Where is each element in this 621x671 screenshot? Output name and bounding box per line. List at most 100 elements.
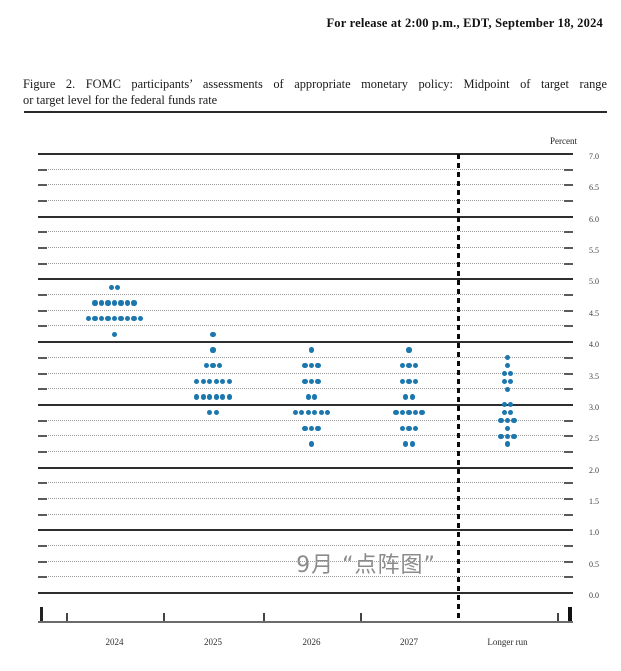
- projection-dot: [501, 378, 507, 384]
- gridline-endcap: [564, 247, 573, 250]
- projection-dot: [315, 425, 321, 431]
- projection-dot: [111, 300, 118, 306]
- projection-dot: [111, 316, 118, 322]
- projection-dot: [406, 378, 412, 384]
- projection-dot: [412, 425, 419, 431]
- gridline-endcap: [38, 513, 47, 516]
- projection-dot: [213, 378, 219, 384]
- gridline-endcap: [564, 309, 573, 312]
- x-axis-label-2025: 2025: [204, 637, 222, 647]
- gridline-endcap: [564, 435, 573, 438]
- gridline-endcap: [564, 419, 573, 422]
- y-axis-label: 5.0: [589, 277, 599, 287]
- watermark-text: 9月 “点阵图”: [296, 553, 436, 578]
- gridline-endcap: [564, 497, 573, 500]
- projection-dot: [302, 425, 308, 431]
- gridline-solid: [38, 341, 573, 344]
- projection-dot: [403, 394, 409, 400]
- gridline-endcap: [38, 560, 47, 563]
- projection-dot: [210, 363, 216, 369]
- projection-dot: [504, 433, 511, 439]
- projection-dot: [312, 394, 318, 400]
- projection-dot: [200, 394, 206, 400]
- gridline-endcap: [564, 356, 573, 359]
- projection-dot: [207, 378, 213, 384]
- projection-dot: [92, 300, 98, 306]
- projection-dot: [508, 378, 514, 384]
- projection-dot: [399, 363, 406, 369]
- projection-dot: [203, 363, 210, 369]
- projection-dot: [118, 300, 124, 306]
- y-axis-label: 3.5: [589, 371, 599, 381]
- gridline-endcap: [38, 372, 47, 375]
- y-axis-label: 3.0: [589, 402, 599, 412]
- projection-dot: [308, 378, 315, 384]
- gridline-endcap: [564, 294, 573, 297]
- projection-dot: [406, 410, 412, 416]
- projection-dot: [308, 363, 315, 369]
- x-axis-label-2024: 2024: [105, 637, 124, 647]
- figure-caption-line1: Figure 2. FOMC participants’ assessments…: [23, 77, 607, 91]
- projection-dot: [412, 363, 419, 369]
- x-axis-tick: [263, 613, 265, 621]
- gridline-dotted: [38, 419, 573, 421]
- projection-dot: [508, 370, 514, 377]
- gridline-endcap: [38, 419, 47, 422]
- projection-dot: [406, 425, 412, 431]
- gridline-endcap: [564, 482, 573, 485]
- projection-dot: [124, 316, 131, 322]
- x-axis-right-cap: [568, 607, 572, 621]
- projection-dot: [207, 394, 213, 400]
- projection-dot: [305, 394, 311, 400]
- gridline-dotted: [38, 576, 573, 578]
- y-axis-label: 2.0: [589, 465, 599, 475]
- gridline-solid: [38, 278, 573, 281]
- projection-dot: [194, 378, 200, 384]
- gridline-dotted: [38, 435, 573, 437]
- gridline-endcap: [38, 388, 47, 391]
- projection-dot: [406, 363, 412, 369]
- projection-dot: [412, 410, 419, 416]
- x-axis-label-2026: 2026: [302, 637, 321, 647]
- gridline-dotted: [38, 168, 573, 170]
- gridline-endcap: [38, 184, 47, 187]
- projection-dot: [105, 300, 111, 306]
- gridline-dotted: [38, 513, 573, 515]
- x-axis-tick: [66, 613, 68, 621]
- gridline-endcap: [564, 450, 573, 453]
- projection-dot: [419, 410, 425, 416]
- gridline-endcap: [38, 325, 47, 328]
- gridline-dotted: [38, 356, 573, 358]
- gridline-endcap: [564, 544, 573, 547]
- projection-dot: [124, 300, 131, 306]
- projection-dot: [504, 425, 511, 431]
- y-axis-label: 7.0: [589, 152, 599, 161]
- gridline-endcap: [564, 184, 573, 187]
- gridline-endcap: [38, 450, 47, 453]
- projection-dot: [511, 433, 517, 439]
- gridline-endcap: [38, 262, 47, 265]
- projection-dot: [504, 441, 511, 447]
- gridline-endcap: [38, 356, 47, 359]
- gridline-dotted: [38, 560, 573, 562]
- projection-dot: [399, 410, 406, 416]
- longer-run-separator: [456, 154, 460, 621]
- projection-dot: [412, 378, 419, 384]
- gridline-solid: [38, 153, 573, 155]
- projection-dot: [226, 394, 232, 400]
- gridline-endcap: [38, 168, 47, 171]
- gridline-endcap: [38, 231, 47, 234]
- x-axis-label-2027: 2027: [400, 637, 418, 647]
- projection-dot: [305, 410, 311, 416]
- x-axis-tick: [557, 613, 559, 621]
- x-axis-label-longer-run: Longer run: [487, 637, 528, 647]
- projection-dot: [226, 378, 232, 384]
- gridline-endcap: [38, 435, 47, 438]
- y-axis-label: 0.5: [589, 559, 599, 569]
- projection-dot: [194, 394, 200, 400]
- projection-dot: [115, 284, 121, 290]
- y-axis-title: Percent: [550, 136, 577, 146]
- projection-dot: [501, 370, 507, 377]
- x-axis-tick: [163, 613, 165, 621]
